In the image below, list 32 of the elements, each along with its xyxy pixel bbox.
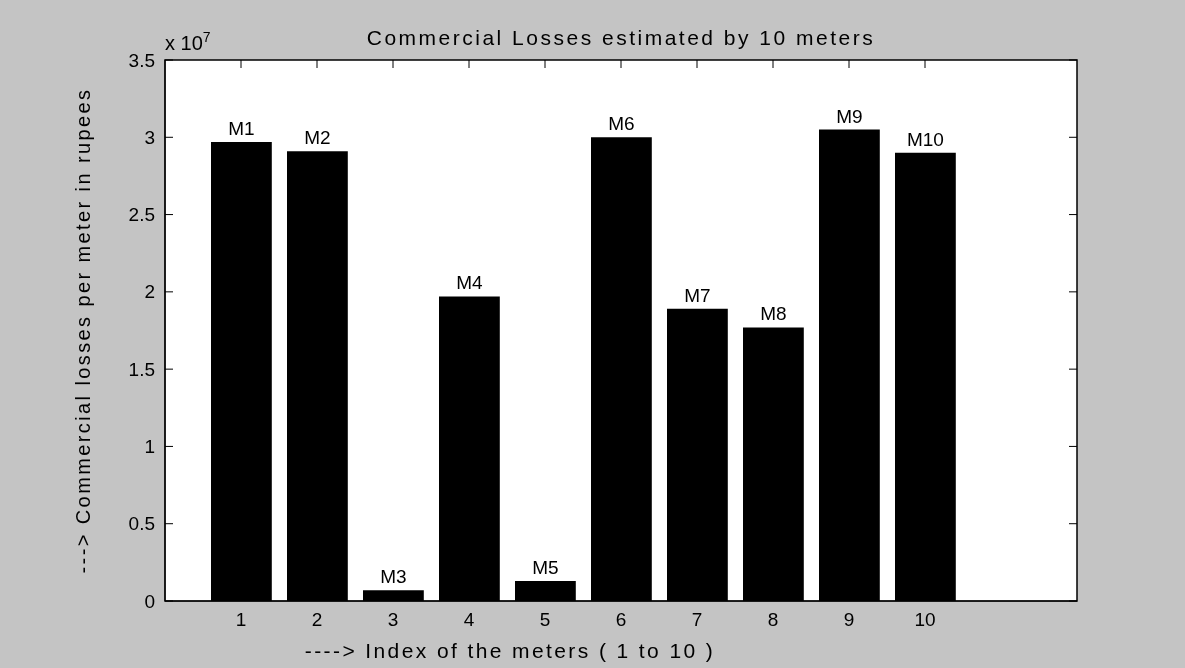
x-tick-label: 6 xyxy=(615,608,627,630)
y-tick-label: 1.5 xyxy=(128,358,155,380)
data-label: M5 xyxy=(532,556,559,578)
x-tick-label: 5 xyxy=(539,608,551,630)
y-axis-title: ---> Commercial losses per meter in rupees xyxy=(72,87,94,574)
data-label: M7 xyxy=(684,284,711,306)
x-tick-label: 10 xyxy=(914,608,936,630)
data-label: M1 xyxy=(228,117,255,139)
y-tick-label: 3.5 xyxy=(128,49,155,71)
x-tick-label: 3 xyxy=(387,608,399,630)
y-tick-label: 2 xyxy=(144,281,155,303)
y-tick-label: 1 xyxy=(144,435,155,457)
data-label: M8 xyxy=(760,303,787,325)
data-label: M10 xyxy=(906,128,944,150)
chart-title: Commercial Losses estimated by 10 meters xyxy=(366,25,876,49)
y-tick-label: 0.5 xyxy=(128,513,155,535)
x-tick-label: 8 xyxy=(767,608,779,630)
text: x 10$^{7}$ xyxy=(165,29,211,54)
y-tick-label: 2.5 xyxy=(128,204,155,226)
x-axis-title: ----> Index of the meters ( 1 to 10 ) xyxy=(304,638,716,662)
y-tick-label: 0 xyxy=(144,590,155,612)
x-tick-label: 7 xyxy=(691,608,703,630)
x-tick-label: 4 xyxy=(463,608,475,630)
x-tick-label: 9 xyxy=(843,608,855,630)
data-label: M9 xyxy=(836,105,863,127)
data-label: M3 xyxy=(380,566,407,588)
data-label: M2 xyxy=(304,127,331,149)
x-tick-label: 1 xyxy=(235,608,247,630)
x-tick-label: 2 xyxy=(311,608,323,630)
y-tick-label: 3 xyxy=(144,126,155,148)
data-label: M6 xyxy=(608,113,635,135)
data-label: M4 xyxy=(456,272,484,294)
